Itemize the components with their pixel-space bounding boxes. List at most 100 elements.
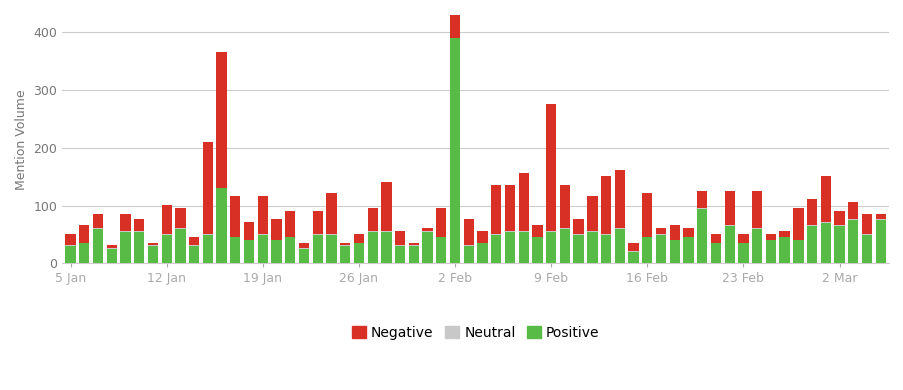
Bar [710, 234, 721, 243]
Bar [134, 231, 144, 232]
Bar [532, 238, 542, 263]
Bar [778, 238, 789, 263]
Bar [257, 197, 267, 234]
Bar [216, 52, 227, 188]
Bar [463, 220, 473, 245]
Bar [875, 220, 885, 263]
Bar [490, 234, 501, 263]
Bar [134, 220, 144, 231]
Bar [79, 225, 89, 243]
Bar [504, 232, 515, 263]
Bar [683, 228, 693, 237]
Bar [738, 234, 748, 243]
Bar [368, 231, 377, 232]
Bar [504, 185, 515, 231]
Bar [435, 238, 446, 263]
Bar [833, 225, 843, 226]
Bar [463, 246, 473, 263]
Bar [573, 234, 583, 263]
Bar [861, 214, 871, 234]
Bar [422, 228, 433, 231]
Bar [614, 170, 624, 228]
Bar [587, 232, 597, 263]
Bar [806, 199, 816, 225]
Bar [408, 245, 418, 246]
Bar [381, 232, 391, 263]
Bar [614, 228, 624, 229]
Bar [669, 225, 679, 240]
Bar [326, 234, 336, 263]
Y-axis label: Mention Volume: Mention Volume [15, 89, 28, 190]
Bar [175, 228, 185, 229]
Bar [792, 240, 803, 263]
Bar [778, 237, 789, 238]
Legend: Negative, Neutral, Positive: Negative, Neutral, Positive [346, 320, 604, 345]
Bar [202, 234, 213, 263]
Bar [244, 222, 254, 240]
Bar [450, 37, 460, 38]
Bar [257, 234, 267, 263]
Bar [79, 243, 89, 263]
Bar [65, 234, 76, 245]
Bar [230, 237, 240, 238]
Bar [216, 188, 227, 263]
Bar [518, 173, 528, 231]
Bar [559, 229, 570, 263]
Bar [284, 211, 295, 237]
Bar [299, 243, 309, 248]
Bar [833, 226, 843, 263]
Bar [600, 234, 610, 263]
Bar [532, 225, 542, 237]
Bar [120, 231, 130, 232]
Bar [189, 245, 199, 246]
Bar [806, 226, 816, 263]
Bar [312, 211, 322, 234]
Bar [861, 234, 871, 263]
Bar [806, 225, 816, 226]
Bar [435, 208, 446, 237]
Bar [833, 211, 843, 225]
Bar [778, 231, 789, 237]
Bar [284, 237, 295, 238]
Bar [559, 228, 570, 229]
Bar [628, 251, 638, 252]
Bar [696, 208, 707, 209]
Bar [93, 228, 103, 229]
Bar [147, 245, 158, 246]
Bar [738, 243, 748, 263]
Bar [299, 248, 309, 249]
Bar [340, 245, 350, 246]
Bar [477, 243, 487, 263]
Bar [93, 229, 103, 263]
Bar [175, 229, 185, 263]
Bar [875, 214, 885, 220]
Bar [532, 237, 542, 238]
Bar [147, 246, 158, 263]
Bar [340, 246, 350, 263]
Bar [189, 237, 199, 245]
Bar [545, 232, 555, 263]
Bar [395, 231, 405, 245]
Bar [408, 246, 418, 263]
Bar [641, 238, 652, 263]
Bar [477, 231, 487, 243]
Bar [587, 231, 597, 232]
Bar [751, 228, 761, 229]
Bar [299, 249, 309, 263]
Bar [504, 231, 515, 232]
Bar [587, 197, 597, 231]
Bar [340, 243, 350, 245]
Bar [765, 240, 775, 263]
Bar [120, 214, 130, 231]
Bar [792, 208, 803, 240]
Bar [381, 182, 391, 231]
Bar [65, 245, 76, 246]
Bar [107, 249, 116, 263]
Bar [189, 246, 199, 263]
Bar [614, 229, 624, 263]
Bar [820, 223, 830, 263]
Bar [422, 232, 433, 263]
Bar [683, 238, 693, 263]
Bar [422, 231, 433, 232]
Bar [230, 197, 240, 237]
